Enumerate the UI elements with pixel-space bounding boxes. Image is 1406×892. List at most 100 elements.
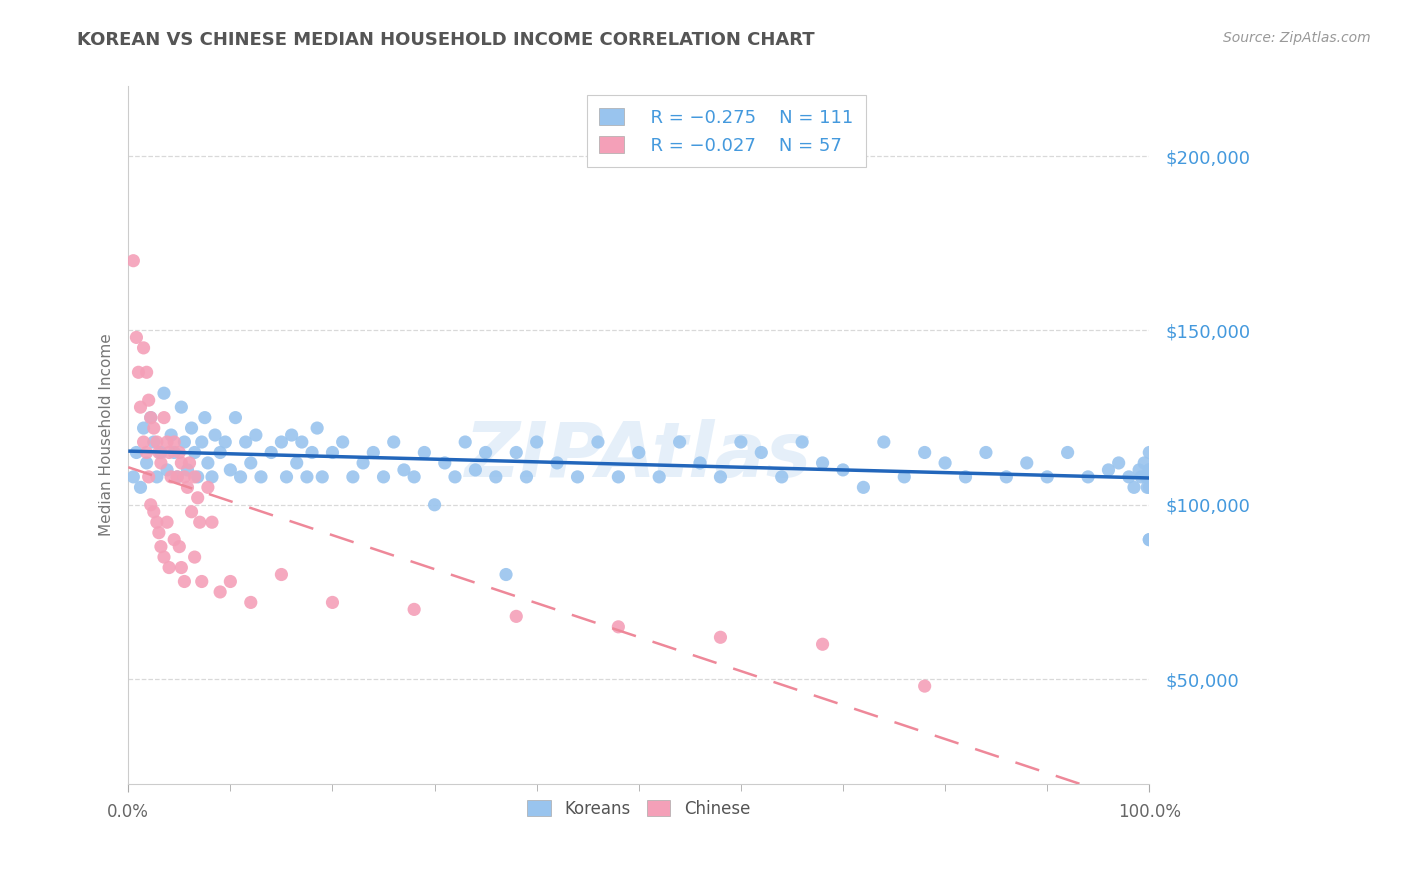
Point: [170, 560, 193, 574]
Point: [148, 445, 170, 459]
Point: [444, 470, 467, 484]
Point: [526, 435, 548, 450]
Point: [166, 470, 188, 484]
Point: [169, 445, 191, 459]
Point: [1137, 470, 1160, 484]
Point: [209, 445, 232, 459]
Point: [811, 456, 834, 470]
Point: [176, 463, 198, 477]
Point: [627, 445, 650, 459]
Point: [546, 456, 568, 470]
Point: [153, 386, 176, 401]
Point: [149, 540, 172, 554]
Point: [1137, 463, 1160, 477]
Point: [156, 463, 179, 477]
Point: [276, 470, 298, 484]
Point: [135, 445, 157, 459]
Point: [1056, 445, 1078, 459]
Point: [139, 498, 162, 512]
Point: [139, 410, 162, 425]
Point: [157, 445, 180, 459]
Point: [179, 456, 201, 470]
Point: [709, 470, 731, 484]
Point: [180, 505, 202, 519]
Point: [229, 470, 252, 484]
Point: [214, 435, 236, 450]
Point: [505, 609, 527, 624]
Point: [166, 470, 188, 484]
Point: [1123, 480, 1146, 494]
Point: [142, 421, 165, 435]
Point: [127, 365, 149, 379]
Point: [187, 491, 209, 505]
Point: [607, 470, 630, 484]
Point: [321, 595, 343, 609]
Point: [454, 435, 477, 450]
Point: [1128, 463, 1150, 477]
Point: [955, 470, 977, 484]
Point: [173, 574, 195, 589]
Point: [149, 445, 172, 459]
Point: [142, 505, 165, 519]
Point: [183, 445, 205, 459]
Point: [183, 470, 205, 484]
Point: [197, 456, 219, 470]
Point: [352, 456, 374, 470]
Point: [730, 435, 752, 450]
Point: [914, 445, 936, 459]
Point: [173, 470, 195, 484]
Point: [404, 470, 426, 484]
Point: [1137, 463, 1160, 477]
Point: [173, 435, 195, 450]
Point: [832, 463, 855, 477]
Point: [132, 421, 155, 435]
Point: [1137, 445, 1160, 459]
Point: [270, 435, 292, 450]
Point: [1097, 463, 1119, 477]
Point: [1137, 480, 1160, 494]
Point: [135, 365, 157, 379]
Point: [138, 393, 160, 408]
Point: [792, 435, 814, 450]
Point: [423, 498, 446, 512]
Point: [245, 428, 267, 442]
Point: [132, 435, 155, 450]
Point: [170, 400, 193, 414]
Point: [668, 435, 690, 450]
Point: [485, 470, 508, 484]
Point: [1077, 470, 1099, 484]
Point: [204, 428, 226, 442]
Point: [146, 435, 169, 450]
Point: [749, 445, 772, 459]
Legend: Koreans, Chinese: Koreans, Chinese: [520, 793, 756, 824]
Point: [852, 480, 875, 494]
Point: [176, 480, 198, 494]
Y-axis label: Median Household Income: Median Household Income: [100, 334, 114, 536]
Point: [495, 567, 517, 582]
Point: [146, 515, 169, 529]
Point: [995, 470, 1018, 484]
Point: [285, 456, 308, 470]
Point: [149, 456, 172, 470]
Point: [219, 574, 242, 589]
Point: [224, 410, 246, 425]
Point: [201, 470, 224, 484]
Point: [270, 567, 292, 582]
Point: [146, 470, 169, 484]
Point: [1118, 470, 1140, 484]
Point: [914, 679, 936, 693]
Point: [163, 435, 186, 450]
Point: [132, 341, 155, 355]
Point: [142, 435, 165, 450]
Point: [122, 470, 145, 484]
Point: [934, 456, 956, 470]
Text: KOREAN VS CHINESE MEDIAN HOUSEHOLD INCOME CORRELATION CHART: KOREAN VS CHINESE MEDIAN HOUSEHOLD INCOM…: [77, 31, 815, 49]
Point: [474, 445, 496, 459]
Point: [197, 480, 219, 494]
Point: [160, 470, 183, 484]
Point: [163, 445, 186, 459]
Point: [1137, 470, 1160, 484]
Point: [153, 410, 176, 425]
Point: [295, 470, 318, 484]
Point: [392, 463, 415, 477]
